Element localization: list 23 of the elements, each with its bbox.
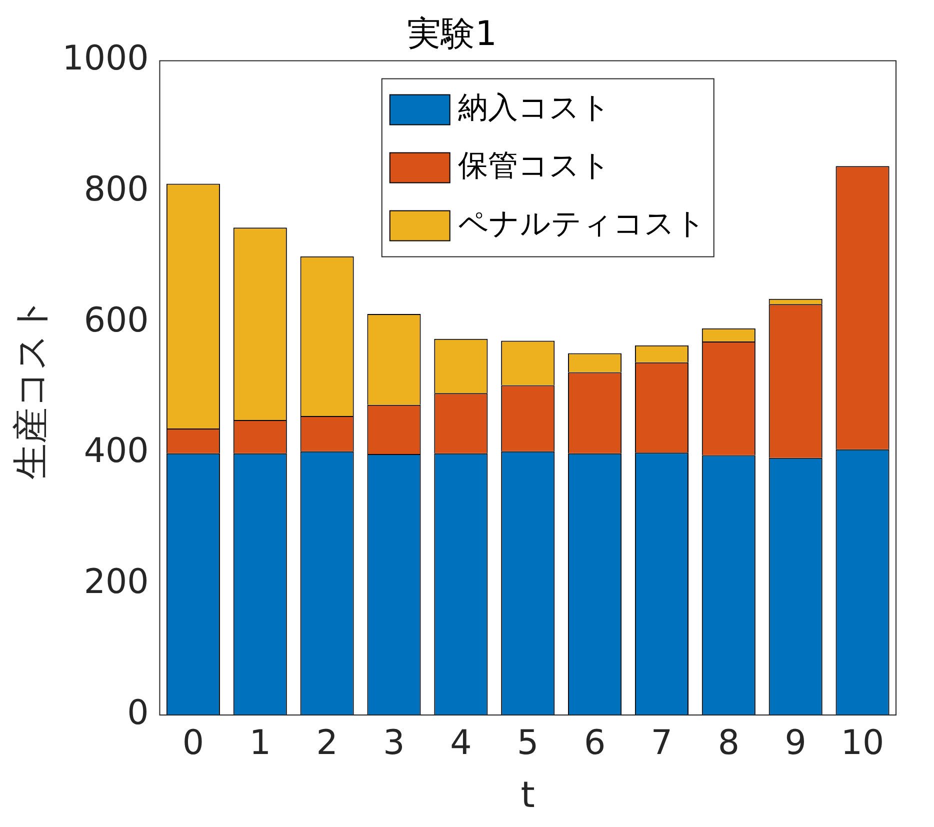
- x-tick-label: 7: [650, 723, 673, 764]
- y-axis-title: 生産コスト: [10, 296, 52, 480]
- chart-title: 実験1: [407, 14, 497, 54]
- y-tick-label: 200: [84, 562, 149, 602]
- y-tick-label: 1000: [62, 38, 149, 79]
- x-tick-label: 8: [718, 723, 740, 764]
- x-tick-label: 1: [249, 723, 271, 764]
- x-tick-label: 3: [383, 723, 405, 764]
- x-tick-label: 9: [784, 723, 806, 764]
- x-tick-label: 5: [517, 723, 539, 764]
- x-tick-label: 6: [584, 723, 606, 764]
- x-tick-label: 10: [840, 723, 884, 764]
- y-tick-label: 400: [84, 431, 149, 472]
- x-axis-title: t: [520, 774, 535, 816]
- x-tick-label: 0: [182, 723, 204, 764]
- y-tick-label: 800: [84, 169, 149, 210]
- legend-label: 保管コスト: [458, 148, 611, 184]
- x-tick-label: 2: [316, 723, 338, 764]
- legend-label: ペナルティコスト: [458, 206, 706, 242]
- legend-label: 納入コスト: [458, 90, 611, 126]
- y-tick-label: 0: [127, 692, 149, 733]
- y-tick-label: 600: [84, 300, 149, 340]
- x-tick-label: 4: [450, 723, 472, 764]
